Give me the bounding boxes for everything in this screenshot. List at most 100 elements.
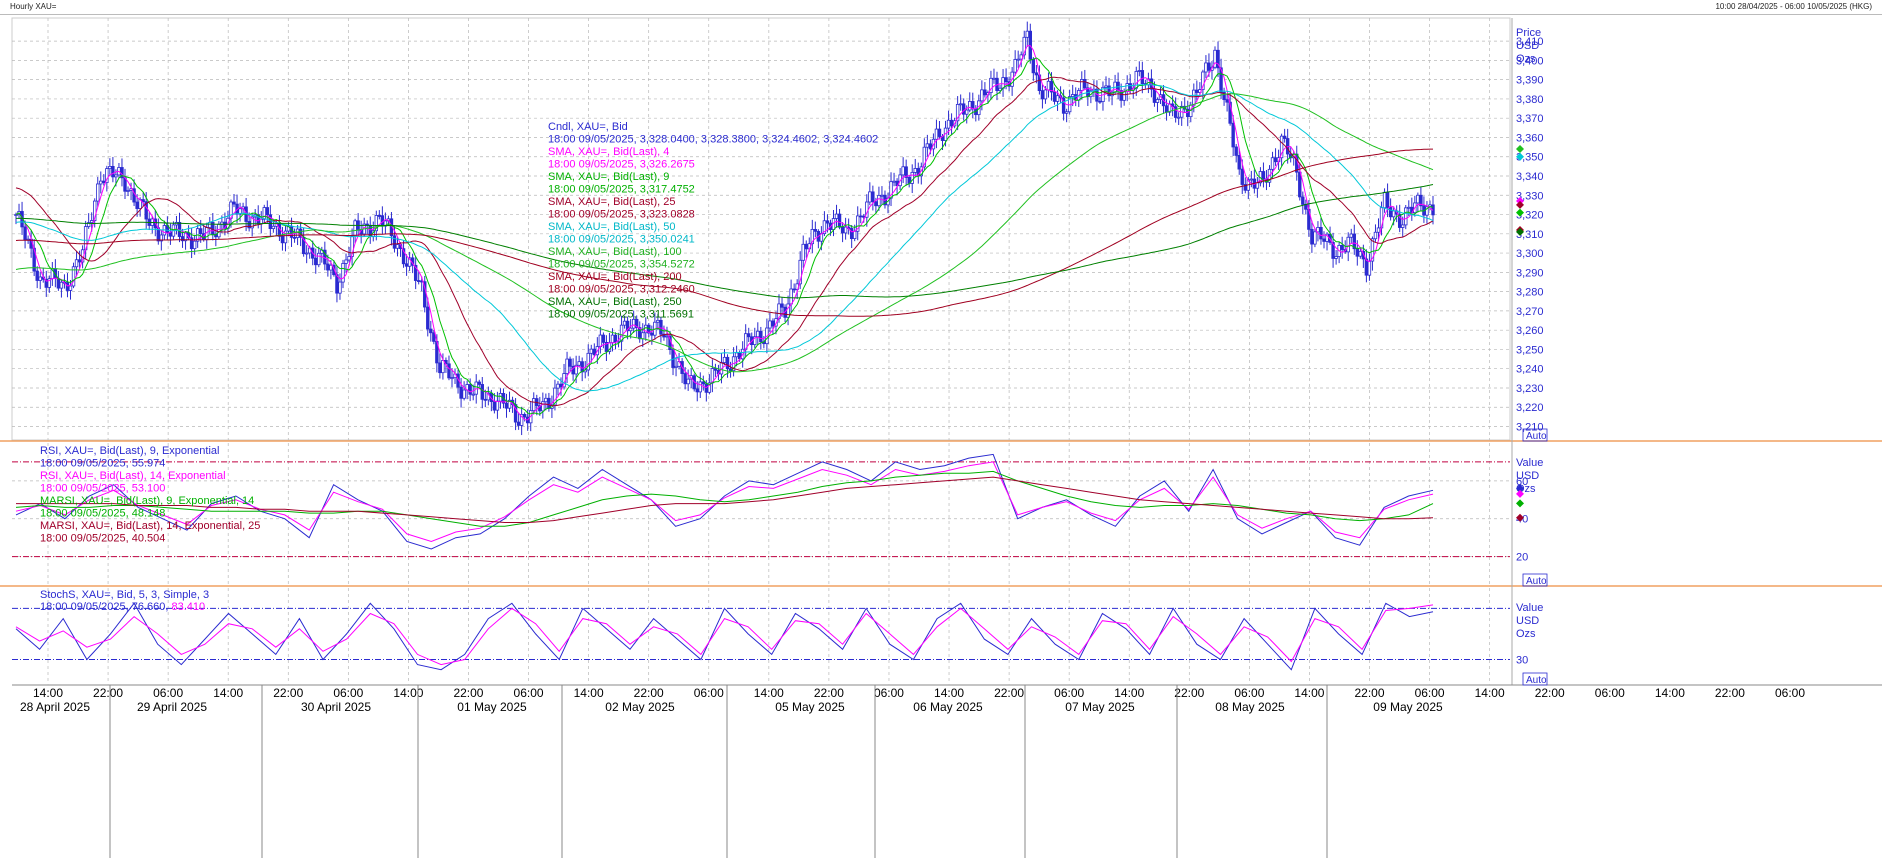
value-marker bbox=[1516, 200, 1524, 209]
candle-body bbox=[262, 207, 266, 220]
candle-body bbox=[1001, 77, 1005, 89]
candle-body bbox=[1034, 72, 1039, 76]
candle-body bbox=[1261, 171, 1266, 180]
price-tick-label: 3,340 bbox=[1516, 171, 1544, 183]
rsi-axis-header: Value bbox=[1516, 457, 1543, 469]
candle-body bbox=[592, 348, 597, 356]
candle-body bbox=[1207, 62, 1211, 71]
candle-body bbox=[613, 334, 618, 343]
candle-body bbox=[1022, 36, 1026, 56]
time-tick-label: 22:00 bbox=[814, 686, 844, 700]
legend-series-name: SMA, XAU=, Bid(Last), 25 bbox=[548, 196, 675, 208]
candle-body bbox=[329, 264, 333, 271]
candle-body bbox=[1270, 157, 1275, 170]
candle-body bbox=[1186, 108, 1190, 118]
candle-body bbox=[47, 278, 52, 288]
candle-body bbox=[1116, 81, 1120, 91]
rsi-line bbox=[16, 476, 1434, 523]
candle-body bbox=[1201, 71, 1205, 91]
price-tick-label: 3,360 bbox=[1516, 132, 1544, 144]
price-tick-label: 3,250 bbox=[1516, 344, 1544, 356]
candle-body bbox=[504, 402, 509, 409]
auto-scale-button[interactable]: Auto bbox=[1526, 431, 1547, 442]
candle-body bbox=[901, 166, 905, 176]
candle-body bbox=[344, 259, 348, 264]
candle-body bbox=[674, 365, 678, 368]
stoch-line bbox=[15, 604, 1434, 666]
candle-body bbox=[1164, 105, 1169, 113]
legend-series-name: SMA, XAU=, Bid(Last), 50 bbox=[548, 221, 675, 233]
auto-scale-button[interactable]: Auto bbox=[1526, 576, 1547, 587]
time-tick-label: 06:00 bbox=[1415, 686, 1445, 700]
date-label: 09 May 2025 bbox=[1373, 700, 1443, 714]
candle-body bbox=[1031, 58, 1036, 74]
candle-body bbox=[217, 223, 221, 238]
candle-body bbox=[768, 320, 772, 329]
time-tick-label: 06:00 bbox=[333, 686, 363, 700]
candle-body bbox=[1385, 191, 1390, 208]
candle-body bbox=[725, 356, 730, 370]
time-tick-label: 22:00 bbox=[994, 686, 1024, 700]
candle-body bbox=[211, 221, 215, 235]
candle-body bbox=[1052, 91, 1057, 102]
candle-body bbox=[462, 389, 466, 399]
auto-scale-button[interactable]: Auto bbox=[1526, 675, 1547, 686]
candle-body bbox=[756, 330, 760, 338]
candle-body bbox=[1255, 182, 1260, 189]
candle-body bbox=[429, 328, 433, 334]
candle-body bbox=[968, 101, 972, 111]
candle-body bbox=[1176, 116, 1181, 119]
candle-body bbox=[852, 230, 857, 240]
candle-body bbox=[283, 230, 288, 244]
candle-body bbox=[634, 318, 639, 328]
date-label: 05 May 2025 bbox=[775, 700, 845, 714]
candle-body bbox=[1361, 250, 1366, 260]
candle-body bbox=[250, 216, 254, 229]
candle-body bbox=[338, 281, 342, 294]
candle-body bbox=[686, 378, 690, 385]
rsi-tick-label: 40 bbox=[1516, 514, 1528, 526]
time-tick-label: 22:00 bbox=[1535, 686, 1565, 700]
candle-body bbox=[949, 119, 954, 127]
candle-body bbox=[483, 398, 488, 401]
candle-body bbox=[89, 220, 94, 223]
candle-body bbox=[468, 384, 472, 395]
candle-body bbox=[1240, 168, 1244, 185]
time-tick-label: 06:00 bbox=[1054, 686, 1084, 700]
value-marker bbox=[1516, 499, 1524, 508]
legend-series-value: 18:00 09/05/2025, 55.974 bbox=[40, 458, 165, 470]
candle-body bbox=[159, 234, 164, 242]
candle-body bbox=[786, 303, 790, 318]
candle-body bbox=[74, 259, 79, 268]
value-marker bbox=[1516, 513, 1524, 522]
candle-body bbox=[35, 270, 39, 281]
candle-body bbox=[792, 288, 796, 291]
time-tick-label: 14:00 bbox=[1475, 686, 1505, 700]
candle-body bbox=[77, 259, 82, 263]
candle-body bbox=[1334, 256, 1338, 259]
candle-body bbox=[1322, 238, 1326, 242]
candle-body bbox=[86, 222, 91, 227]
candle-body bbox=[292, 236, 297, 239]
time-tick-label: 06:00 bbox=[1775, 686, 1805, 700]
candle-body bbox=[474, 381, 478, 395]
candle-body bbox=[492, 401, 497, 411]
legend-series-value: 18:00 09/05/2025, 3,311.5691 bbox=[548, 309, 694, 321]
candle-body bbox=[471, 393, 475, 396]
candle-body bbox=[59, 281, 64, 289]
sma-line bbox=[15, 76, 1434, 407]
candle-body bbox=[707, 382, 712, 393]
candle-body bbox=[480, 384, 484, 400]
candle-body bbox=[1282, 135, 1287, 139]
candle-body bbox=[998, 87, 1002, 91]
candle-body bbox=[314, 257, 318, 266]
time-tick-label: 22:00 bbox=[273, 686, 303, 700]
price-tick-label: 3,240 bbox=[1516, 364, 1544, 376]
stoch-axis-header: Ozs bbox=[1516, 628, 1536, 640]
candle-body bbox=[1083, 79, 1087, 89]
value-marker bbox=[1516, 489, 1524, 498]
candle-body bbox=[1367, 260, 1372, 276]
candle-body bbox=[568, 358, 572, 367]
legend-series-name: RSI, XAU=, Bid(Last), 9, Exponential bbox=[40, 445, 219, 457]
